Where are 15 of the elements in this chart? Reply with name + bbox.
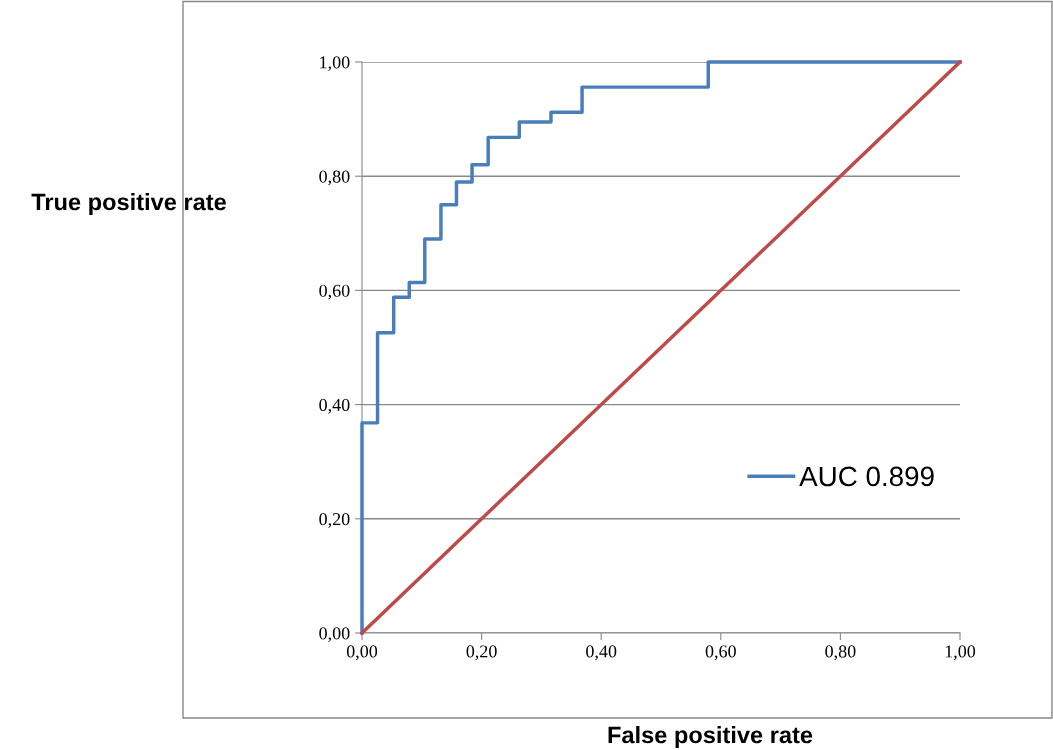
y-tick-label: 0,40 — [319, 398, 350, 414]
legend-label: AUC 0.899 — [799, 466, 934, 487]
x-axis-title: False positive rate — [608, 725, 813, 749]
y-tick-label: 0,80 — [319, 170, 350, 186]
x-tick-label: 0,80 — [825, 645, 856, 661]
y-tick-label: 0,20 — [319, 513, 350, 528]
y-tick-label: 0,60 — [319, 284, 350, 300]
y-tick-label: 0,00 — [319, 627, 350, 643]
x-tick-label: 0,60 — [705, 645, 736, 661]
x-tick-label: 0,20 — [466, 645, 497, 661]
x-tick-label: 0,00 — [346, 645, 378, 661]
x-tick-label: 1,00 — [945, 645, 976, 661]
y-axis-title: True positive rate — [31, 193, 226, 215]
y-tick-label: 1,00 — [320, 56, 350, 72]
x-tick-label: 0,40 — [586, 645, 617, 661]
